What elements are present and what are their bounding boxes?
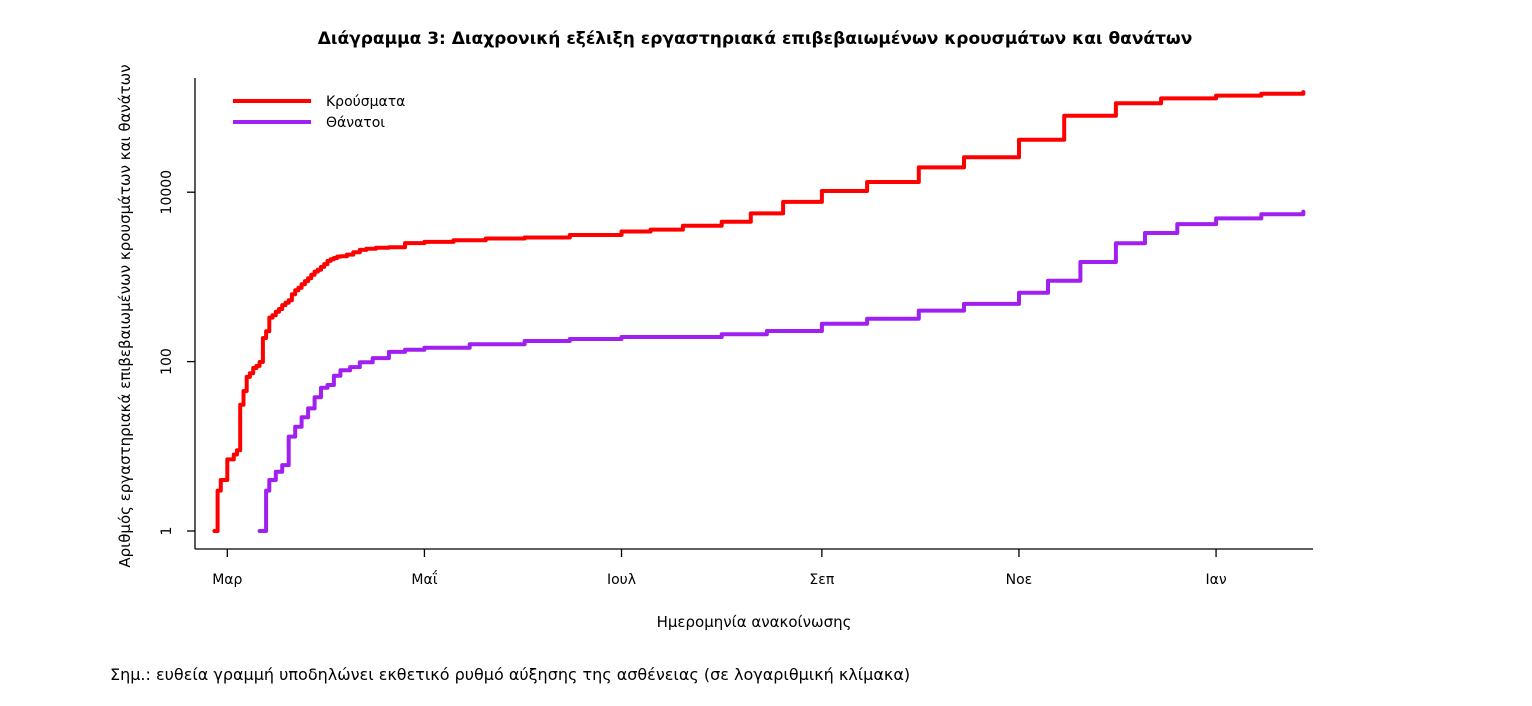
y-axis-label: Αριθμός εργαστηριακά επιβεβαιωμένων κρου… <box>116 64 134 567</box>
legend: Κρούσματα Θάνατοι <box>233 94 405 131</box>
legend-label: Κρούσματα <box>326 94 405 110</box>
axes: 1 100 10000 Μαρ Μαΐ Ιουλ Σεπ Νοε Ιαν <box>159 78 1313 588</box>
series-line-deaths <box>257 209 1306 533</box>
y-tick-label: 100 <box>159 348 175 375</box>
y-tick-label: 10000 <box>159 170 175 215</box>
series-line-cases <box>212 90 1306 533</box>
chart-title: Διάγραμμα 3: Διαχρονική εξέλιξη εργαστηρ… <box>318 29 1193 49</box>
x-tick-label: Μαΐ <box>411 570 437 588</box>
x-tick-label: Ιαν <box>1205 572 1226 588</box>
chart-note: Σημ.: ευθεία γραμμή υποδηλώνει εκθετικό … <box>110 665 911 684</box>
x-tick-label: Σεπ <box>809 572 834 588</box>
x-tick-label: Ιουλ <box>607 572 636 588</box>
x-tick-label: Νοε <box>1006 572 1033 588</box>
x-axis-label: Ημερομηνία ανακοίνωσης <box>657 613 852 631</box>
y-tick-label: 1 <box>159 527 175 536</box>
plot-area <box>212 90 1306 533</box>
legend-label: Θάνατοι <box>326 115 385 131</box>
x-tick-label: Μαρ <box>212 572 242 588</box>
